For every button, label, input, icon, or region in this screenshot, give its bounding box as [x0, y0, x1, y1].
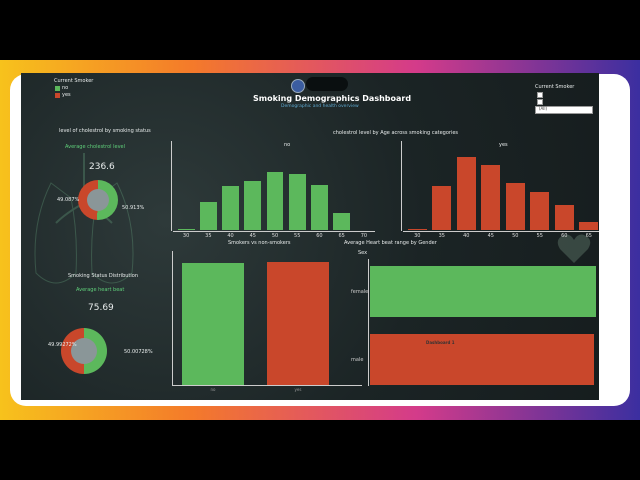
heart-icon: [557, 234, 591, 263]
cholesterol-left-pct: 49.087%: [57, 197, 80, 203]
age-bar-no-45[interactable]: [244, 181, 262, 230]
age-bar-yes-45[interactable]: [481, 165, 501, 230]
age-tick-no-45: 45: [249, 233, 256, 239]
dashboard-title: Smoking Demographics Dashboard: [253, 94, 412, 103]
status-metric-label: Average heart beat: [76, 287, 125, 293]
smokers-bar-yes[interactable]: [267, 261, 329, 385]
age-tick-yes-40: 40: [463, 233, 470, 239]
age-bar-yes-60[interactable]: [554, 204, 574, 230]
age-tick-no-55: 55: [294, 233, 301, 239]
age-chart-panel-no: no: [284, 142, 291, 148]
age-tick-no-30: 30: [182, 233, 190, 239]
status-donut-hole: [71, 338, 97, 364]
age-tick-no-40: 40: [227, 233, 234, 239]
smokers-chart-x-axis: [172, 385, 362, 386]
age-tick-no-60: 60: [316, 233, 323, 239]
gender-chart-y-axis: [368, 259, 369, 386]
slicer-dropdown-value: (All): [539, 106, 548, 111]
dashboard-canvas: Smoking Demographics Dashboard Demograph…: [21, 73, 599, 400]
age-tick-no-70: 70: [360, 233, 368, 239]
age-tick-yes-30: 30: [414, 233, 421, 239]
legend-label-no: no: [62, 85, 69, 91]
gender-label-male: male: [351, 357, 364, 363]
age-tick-no-50: 50: [271, 233, 279, 239]
slicer-checkbox-yes[interactable]: [537, 99, 543, 105]
top-pill: [306, 77, 348, 91]
smokers-tick-no: no: [210, 387, 216, 392]
status-left-pct: 49.99272%: [48, 342, 77, 348]
age-tick-yes-65: 65: [585, 233, 592, 239]
legend-swatch-yes: [55, 93, 60, 98]
status-value: 75.69: [88, 303, 114, 313]
bottom-tab-strip: Dashboard 1: [21, 340, 599, 346]
age-chart-x-axis-no: [173, 231, 375, 232]
gender-label-female: female: [351, 289, 369, 295]
age-chart-panel-yes: yes: [499, 142, 508, 148]
age-bar-no-35[interactable]: [199, 201, 217, 230]
age-chart-title: cholestrol level by Age across smoking c…: [333, 130, 459, 136]
smokers-chart-y-axis: [172, 251, 173, 386]
age-bar-yes-40[interactable]: [456, 156, 476, 230]
age-tick-no-35: 35: [205, 233, 212, 239]
age-bar-no-55[interactable]: [288, 173, 306, 230]
gender-axis-label: Sex: [358, 250, 368, 256]
age-tick-yes-60: 60: [561, 233, 568, 239]
status-right-pct: 50.00728%: [124, 349, 153, 355]
age-bar-no-60[interactable]: [311, 184, 328, 230]
age-bar-no-40[interactable]: [222, 185, 239, 230]
age-tick-no-65: 65: [338, 233, 345, 239]
gender-bar-female[interactable]: [370, 266, 596, 317]
age-bar-yes-65[interactable]: [579, 222, 599, 230]
cholesterol-panel-title: level of cholestrol by smoking status: [59, 128, 151, 134]
age-bar-no-65[interactable]: [333, 213, 351, 230]
slicer-checkbox-no[interactable]: [537, 92, 543, 98]
smokers-tick-yes: yes: [294, 387, 302, 392]
smokers-bar-no[interactable]: [182, 263, 244, 385]
age-bar-no-30[interactable]: [177, 229, 195, 230]
lungs-icon: [34, 153, 134, 284]
age-tick-yes-45: 45: [487, 233, 494, 239]
age-bar-yes-55[interactable]: [530, 192, 550, 230]
dashboard-tab[interactable]: Dashboard 1: [426, 340, 455, 345]
slicer-dropdown[interactable]: [535, 106, 593, 114]
age-bar-yes-30[interactable]: [407, 229, 427, 230]
cholesterol-value: 236.6: [89, 162, 115, 172]
age-bar-yes-35[interactable]: [432, 185, 452, 230]
gender-bar-male[interactable]: [370, 334, 594, 385]
age-tick-yes-50: 50: [512, 233, 519, 239]
age-chart-divider: [401, 141, 402, 231]
legend-label-yes: yes: [62, 92, 71, 98]
gender-chart-title: Average Heart beat range by Gender: [344, 240, 437, 246]
slicer-title: Current Smoker: [535, 84, 575, 90]
age-tick-yes-55: 55: [536, 233, 543, 239]
cholesterol-metric-label: Average cholestrol level: [65, 144, 126, 150]
status-panel-title: Smoking Status Distribution: [68, 273, 139, 279]
logo-icon: [291, 79, 305, 93]
dashboard-subtitle: Demographic and health overview: [281, 104, 359, 109]
age-chart-x-axis-yes: [403, 231, 599, 232]
age-bar-yes-50[interactable]: [505, 182, 525, 230]
age-bar-no-50[interactable]: [266, 171, 284, 230]
smokers-chart-title: Smokers vs non-smokers: [228, 240, 291, 246]
age-tick-yes-35: 35: [438, 233, 445, 239]
legend-title: Current Smoker: [54, 78, 94, 84]
cholesterol-donut-hole: [87, 189, 109, 211]
cholesterol-right-pct: 50.913%: [122, 205, 145, 211]
legend-swatch-no: [55, 86, 60, 91]
age-chart-left-axis: [171, 141, 172, 231]
